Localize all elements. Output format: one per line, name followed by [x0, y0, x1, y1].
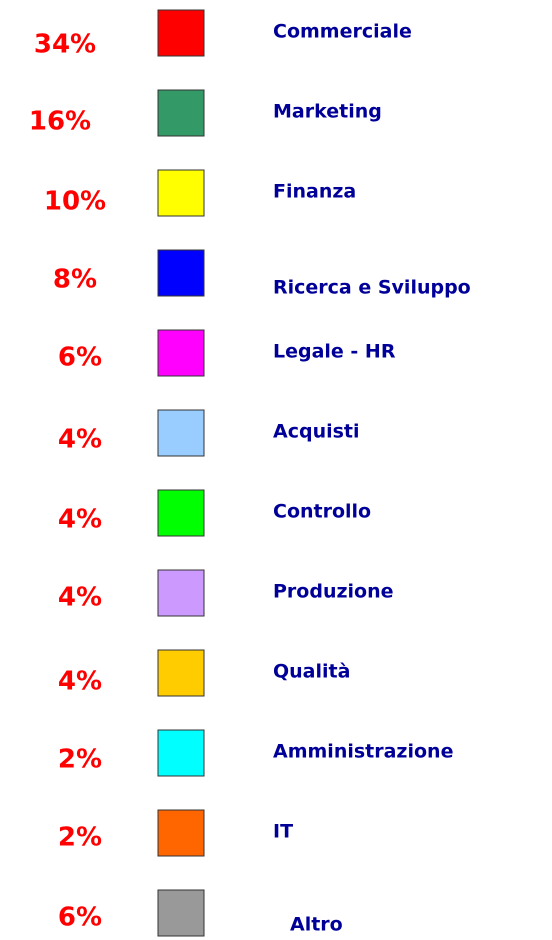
color-swatch	[157, 9, 205, 57]
color-swatch	[157, 889, 205, 937]
percent-label: 6%	[58, 343, 102, 373]
category-label: Legale - HR	[273, 341, 396, 363]
percent-label: 4%	[58, 505, 102, 535]
percent-label: 4%	[58, 667, 102, 697]
color-swatch	[157, 569, 205, 617]
category-label: Controllo	[273, 501, 371, 523]
color-swatch	[157, 729, 205, 777]
percent-label: 8%	[53, 265, 97, 295]
percent-label: 34%	[34, 30, 96, 60]
category-label: IT	[273, 821, 293, 843]
percent-label: 2%	[58, 745, 102, 775]
category-label: Ricerca e Sviluppo	[273, 277, 471, 299]
percent-label: 16%	[29, 107, 91, 137]
category-label: Qualità	[273, 661, 350, 683]
percent-label: 10%	[44, 187, 106, 217]
color-swatch	[157, 169, 205, 217]
color-swatch	[157, 89, 205, 137]
category-label: Marketing	[273, 101, 382, 123]
percent-label: 4%	[58, 583, 102, 613]
percent-label: 4%	[58, 425, 102, 455]
percent-label: 6%	[58, 903, 102, 933]
category-label: Commerciale	[273, 21, 412, 43]
category-label: Amministrazione	[273, 741, 453, 763]
color-swatch	[157, 489, 205, 537]
category-label: Acquisti	[273, 421, 360, 443]
color-swatch	[157, 329, 205, 377]
category-label: Altro	[290, 914, 343, 936]
color-swatch	[157, 249, 205, 297]
color-swatch	[157, 649, 205, 697]
color-swatch	[157, 809, 205, 857]
percent-label: 2%	[58, 823, 102, 853]
category-label: Produzione	[273, 581, 394, 603]
color-swatch	[157, 409, 205, 457]
category-label: Finanza	[273, 181, 356, 203]
